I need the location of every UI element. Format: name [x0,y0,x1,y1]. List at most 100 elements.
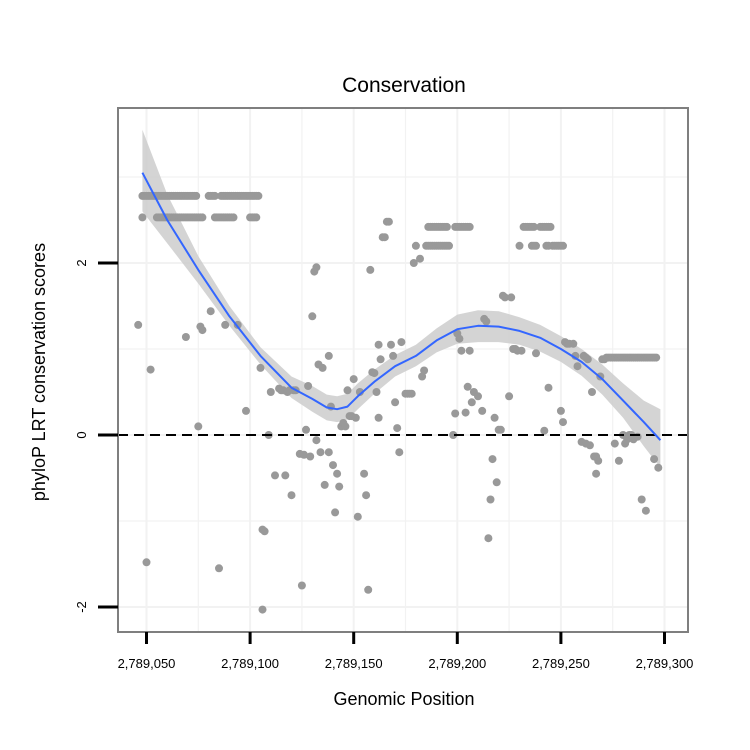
chart-title: Conservation [342,74,466,97]
plot-frame [117,107,689,633]
data-point [411,241,420,250]
data-point [302,425,310,434]
data-point [387,340,395,349]
data-point [420,366,429,375]
data-point [335,482,344,491]
data-point [142,558,151,567]
data-point [318,363,327,372]
data-point [641,506,650,515]
data-point [198,213,207,222]
x-tick-label: 2,789,050 [118,656,176,671]
data-point [505,392,514,401]
x-axis-label: Genomic Position [333,689,474,709]
data-point [324,448,333,457]
data-point [556,406,565,415]
data-point [455,334,464,343]
data-point [544,383,553,392]
data-point [362,491,371,500]
data-point [324,351,333,360]
data-point [312,436,321,445]
plot-area: 2,789,050 2,789,100 2,789,150 2,789,200 2,78… [74,107,694,671]
data-point [484,534,493,543]
data-point [652,353,661,362]
data-point [474,392,482,401]
y-tick-label: 0 [74,431,89,438]
data-point [229,213,238,222]
data-point [592,469,601,478]
data-point [297,581,306,590]
data-point [384,217,393,226]
data-point [501,293,509,302]
data-point [138,213,147,222]
x-tick-label: 2,789,150 [325,656,383,671]
data-point [389,351,398,360]
data-point [192,191,201,200]
data-point [442,222,451,231]
data-point [198,326,207,335]
smooth-fit-line [141,172,662,441]
data-point [583,355,592,364]
data-point [610,439,619,448]
data-point [252,213,261,222]
y-tick-label: 2 [74,259,89,266]
data-point [329,461,337,470]
data-point [256,363,265,372]
data-point [376,355,385,364]
data-point [306,452,315,461]
data-point [374,340,383,349]
data-point [517,346,526,355]
data-point [445,241,453,250]
data-point [353,512,362,521]
data-point [467,398,476,407]
data-point [482,317,491,326]
data-point [370,369,379,378]
data-point [194,422,203,431]
data-point [530,222,538,231]
data-point [341,422,350,431]
data-point [333,469,342,478]
data-point [492,478,501,487]
data-point [181,333,190,341]
data-point [573,362,582,371]
data-point [569,339,578,348]
data-point [391,398,400,407]
data-point [206,307,215,316]
data-point [210,191,219,200]
data-point [397,338,406,347]
data-point [465,222,474,231]
x-tick-label: 2,789,250 [532,656,590,671]
data-point [478,406,487,415]
data-point [393,424,402,433]
data-point [146,365,155,374]
data-point [351,413,360,422]
data-point [320,480,329,489]
data-point [650,455,659,464]
data-point [637,495,646,504]
data-point [221,320,230,329]
data-point [515,241,524,250]
data-point [588,388,596,396]
data-point [281,471,290,480]
data-point [215,564,223,573]
data-point [331,508,340,517]
data-point [585,441,594,450]
data-point [316,448,325,457]
data-point [287,491,296,500]
x-tick-label: 2,789,300 [636,656,694,671]
data-point [507,293,516,302]
data-point [532,349,540,358]
data-point [242,406,250,415]
data-point [360,469,369,478]
data-point [271,471,279,480]
data-point [546,222,555,231]
data-point [614,456,623,465]
data-point [532,241,540,250]
x-tick-label: 2,789,200 [428,656,486,671]
data-point [380,233,389,242]
data-point [490,413,499,422]
data-point [372,388,381,396]
data-point [407,389,416,398]
data-point [496,425,505,434]
data-point [559,241,567,250]
